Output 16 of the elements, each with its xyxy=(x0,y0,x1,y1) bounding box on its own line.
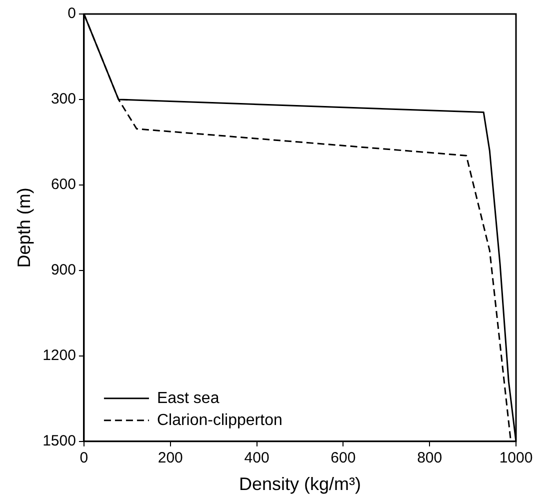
x-tick-label: 0 xyxy=(80,450,88,467)
x-tick-label: 200 xyxy=(158,450,183,467)
legend-label: East sea xyxy=(156,390,220,407)
x-axis-title: Density (kg/m³) xyxy=(238,474,361,494)
y-tick-label: 300 xyxy=(50,90,76,108)
x-tick-label: 600 xyxy=(330,450,356,467)
legend-label: Clarion-clipperton xyxy=(156,412,282,429)
y-tick-label: 900 xyxy=(50,262,76,279)
x-tick-label: 800 xyxy=(417,450,442,467)
y-tick-label: 600 xyxy=(50,176,76,194)
x-tick-label: 1000 xyxy=(499,450,533,467)
y-tick-label: 0 xyxy=(68,5,76,22)
y-tick-label: 1500 xyxy=(42,432,76,450)
y-axis-title: Depth (m) xyxy=(14,188,34,268)
y-tick-label: 1200 xyxy=(42,347,76,364)
x-tick-label: 400 xyxy=(244,450,270,467)
